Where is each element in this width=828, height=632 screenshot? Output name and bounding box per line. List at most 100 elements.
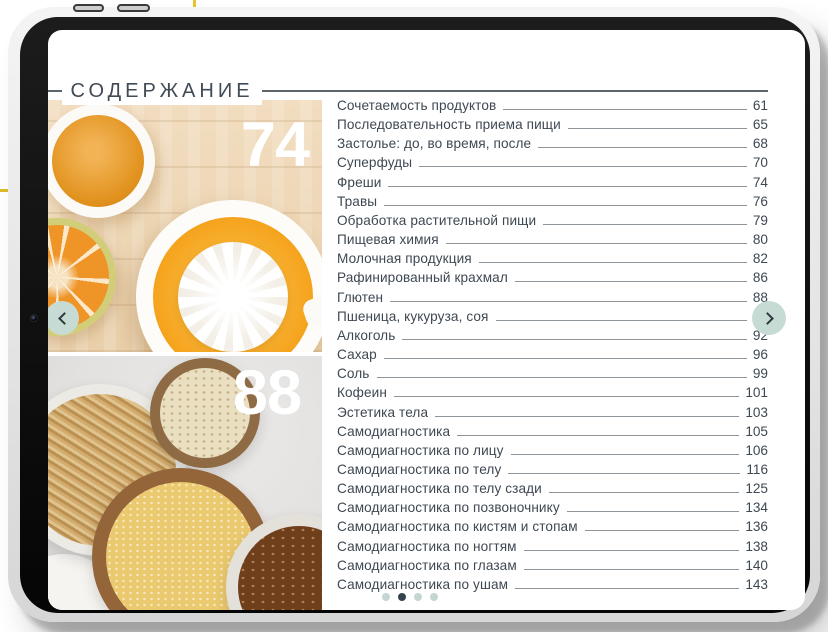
toc-entry[interactable]: Самодиагностика по ушам 143 (337, 577, 768, 592)
toc-leader-line (508, 472, 741, 474)
toc-entry[interactable]: Сахар 96 (337, 347, 768, 362)
slide-page-badge: 88 (232, 358, 302, 428)
toc-entry[interactable]: Глютен 88 (337, 290, 768, 305)
toc-entry[interactable]: Самодиагностика 105 (337, 424, 768, 439)
toc-entry[interactable]: Самодиагностика по ногтям 138 (337, 539, 768, 554)
toc-entry[interactable]: Самодиагностика по позвоночнику 134 (337, 500, 768, 515)
toc-entry[interactable]: Самодиагностика по лицу 106 (337, 443, 768, 458)
toc-entry-label: Самодиагностика по позвоночнику (337, 500, 560, 516)
toc-entry-label: Сахар (337, 347, 377, 363)
citrus-juicer (178, 242, 288, 352)
toc-leader-line (478, 262, 747, 264)
toc-page-number: 106 (745, 442, 768, 458)
yellow-guide-line-horizontal (0, 189, 15, 192)
toc-entry[interactable]: Обработка растительной пищи 79 (337, 213, 768, 228)
slide-page-badge: 74 (240, 110, 310, 180)
toc-entry[interactable]: Последовательность приема пищи 65 (337, 117, 768, 132)
toc-entry-label: Самодиагностика по глазам (337, 557, 517, 573)
toc-page-number: 65 (752, 117, 768, 133)
toc-page-number: 74 (752, 174, 768, 190)
slide-photo-grain-bowls: 88 (48, 356, 322, 610)
toc-entry[interactable]: Фреши 74 (337, 175, 768, 190)
toc-page-number: 79 (752, 212, 768, 228)
toc-leader-line (390, 300, 747, 302)
next-slide-button[interactable] (752, 301, 786, 335)
carousel-dot[interactable] (414, 593, 422, 601)
toc-entry-label: Соль (337, 366, 370, 382)
toc-entry-label: Самодиагностика по кистям и стопам (337, 519, 578, 535)
toc-page-number: 138 (745, 538, 768, 554)
toc-leader-line (393, 396, 740, 398)
toc-entry-label: Травы (337, 193, 378, 209)
carousel-dot-active[interactable] (398, 593, 406, 601)
toc-entry[interactable]: Кофеин 101 (337, 385, 768, 400)
juice-cup-liquid (52, 115, 144, 207)
toc-entry-label: Самодиагностика по ушам (337, 576, 509, 592)
toc-entry-label: Рафинированный крахмал (337, 270, 508, 286)
toc-page-number: 76 (752, 193, 768, 209)
juicer-bowl (136, 200, 322, 352)
toc-page-number: 103 (745, 404, 768, 420)
toc-leader-line (567, 128, 747, 130)
carousel-dot[interactable] (382, 593, 390, 601)
toc-entry-label: Самодиагностика по ногтям (337, 538, 517, 554)
carousel-dot[interactable] (430, 593, 438, 601)
toc-page-number: 101 (745, 385, 768, 401)
toc-leader-line (538, 147, 747, 149)
toc-page-number: 70 (752, 155, 768, 171)
toc-entry[interactable]: Молочная продукция 82 (337, 251, 768, 266)
yellow-guide-line-vertical (193, 0, 196, 9)
page-title: СОДЕРЖАНИЕ (70, 80, 254, 102)
toc-page-number: 140 (745, 557, 768, 573)
toc-entry[interactable]: Сочетаемость продуктов 61 (337, 98, 768, 113)
toc-leader-line (384, 204, 747, 206)
toc-entry-label: Пищевая химия (337, 232, 439, 248)
toc-entry[interactable]: Травы 76 (337, 194, 768, 209)
toc-entry-label: Последовательность приема пищи (337, 117, 561, 133)
toc-entry[interactable]: Самодиагностика по кистям и стопам 136 (337, 519, 768, 534)
toc-page-number: 116 (746, 461, 768, 477)
toc-entry-label: Самодиагностика (337, 423, 451, 439)
toc-leader-line (445, 243, 747, 245)
toc-entry-label: Самодиагностика по телу сзади (337, 481, 542, 497)
toc-entry[interactable]: Пищевая химия 80 (337, 232, 768, 247)
toc-leader-line (514, 281, 747, 283)
toc-page-number: 82 (752, 251, 768, 267)
chevron-right-icon (760, 311, 774, 325)
toc-leader-line (383, 358, 747, 360)
tablet-screen: СОДЕРЖАНИЕ 74 88 Сочетаемость продуктов 6… (48, 30, 805, 610)
toc-page-number: 80 (752, 232, 768, 248)
toc-entry[interactable]: Суперфуды 70 (337, 155, 768, 170)
toc-entry-label: Эстетика тела (337, 404, 429, 420)
toc-entry[interactable]: Соль 99 (337, 366, 768, 381)
prev-slide-button[interactable] (48, 301, 79, 335)
toc-leader-line (510, 453, 740, 455)
bowl-flax-fill (238, 526, 322, 610)
toc-entry[interactable]: Самодиагностика по телу сзади 125 (337, 481, 768, 496)
toc-page-number: 125 (745, 481, 768, 497)
toc-entry[interactable]: Самодиагностика по глазам 140 (337, 558, 768, 573)
toc-leader-line (435, 415, 740, 417)
toc-entry-label: Обработка растительной пищи (337, 212, 537, 228)
toc-page-number: 61 (752, 98, 768, 113)
toc-leader-line (523, 568, 740, 570)
toc-entry[interactable]: Пшеница, кукуруза, соя91 (337, 309, 768, 324)
toc-leader-line (523, 549, 740, 551)
toc-page-number: 86 (752, 270, 768, 286)
toc-entry[interactable]: Рафинированный крахмал 86 (337, 270, 768, 285)
toc-leader-line (503, 109, 747, 110)
tablet-volume-button (73, 4, 104, 12)
toc-entry-label: Самодиагностика по лицу (337, 442, 504, 458)
carousel-dots (382, 593, 438, 601)
toc-leader-line (515, 587, 740, 589)
toc-page-number: 96 (752, 347, 768, 363)
toc-entry[interactable]: Эстетика тела 103 (337, 405, 768, 420)
toc-entry-label: Пшеница, кукуруза, соя (337, 308, 489, 324)
toc-entry[interactable]: Самодиагностика по телу 116 (337, 462, 768, 477)
toc-entry-label: Фреши (337, 174, 382, 190)
toc-entry[interactable]: Застолье: до, во время, после 68 (337, 136, 768, 151)
tablet-camera-icon (30, 314, 38, 322)
toc-entry[interactable]: Алкоголь 92 (337, 328, 768, 343)
bowl-sesame (150, 358, 260, 468)
toc-page-number: 105 (745, 423, 768, 439)
